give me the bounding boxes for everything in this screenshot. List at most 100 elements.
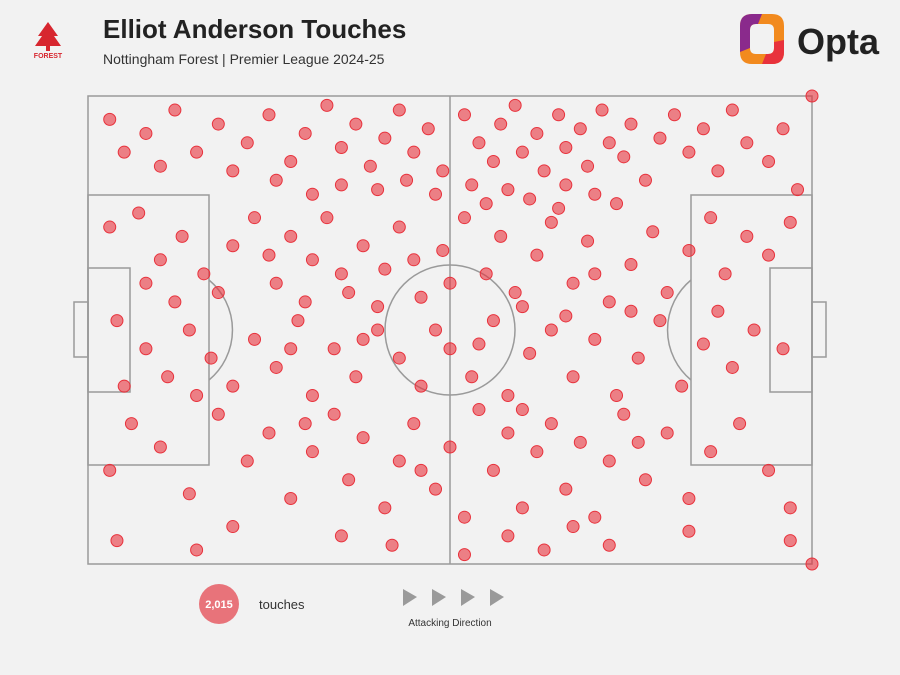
touch <box>327 407 341 421</box>
touch <box>356 239 370 253</box>
touch <box>132 206 146 220</box>
touch <box>298 295 312 309</box>
touch <box>725 360 739 374</box>
touch <box>559 482 573 496</box>
touch <box>515 501 529 515</box>
touch <box>429 187 443 201</box>
touch <box>501 529 515 543</box>
touch <box>472 403 486 417</box>
touch <box>530 126 544 140</box>
touch <box>515 403 529 417</box>
touch <box>356 332 370 346</box>
touch <box>248 332 262 346</box>
touch <box>305 187 319 201</box>
touch <box>392 351 406 365</box>
direction-label: Attacking Direction <box>408 618 491 629</box>
touch <box>544 417 558 431</box>
touch <box>334 140 348 154</box>
touch <box>566 370 580 384</box>
touch <box>602 538 616 552</box>
touch <box>776 122 790 136</box>
direction-arrows <box>403 589 504 606</box>
touch <box>153 159 167 173</box>
touch <box>284 229 298 243</box>
touch <box>110 314 124 328</box>
touch <box>117 379 131 393</box>
touch <box>211 286 225 300</box>
total-caption: touches <box>259 597 305 612</box>
touch <box>791 183 805 197</box>
touch <box>581 159 595 173</box>
touch <box>407 417 421 431</box>
touch <box>284 155 298 169</box>
touch <box>588 187 602 201</box>
touch <box>610 197 624 211</box>
touch <box>429 482 443 496</box>
touch <box>617 407 631 421</box>
touch <box>479 267 493 281</box>
touch <box>486 314 500 328</box>
touch <box>566 276 580 290</box>
touch <box>139 276 153 290</box>
touch <box>588 510 602 524</box>
touch <box>588 332 602 346</box>
club-badge: FOREST <box>34 22 63 60</box>
brand-text: Opta <box>797 21 880 62</box>
touch <box>443 342 457 356</box>
touch <box>226 520 240 534</box>
touch <box>117 145 131 159</box>
touch <box>472 136 486 150</box>
total-label: 2,015 <box>205 599 233 611</box>
touch <box>494 117 508 131</box>
touch <box>421 122 435 136</box>
touch <box>342 286 356 300</box>
touch <box>414 463 428 477</box>
touch <box>103 220 117 234</box>
touch <box>559 140 573 154</box>
touch <box>298 126 312 140</box>
touch <box>334 267 348 281</box>
touch <box>269 360 283 374</box>
touch <box>436 243 450 257</box>
touch <box>211 117 225 131</box>
touch <box>298 417 312 431</box>
touch <box>465 178 479 192</box>
touch <box>363 159 377 173</box>
touch <box>740 136 754 150</box>
touch <box>436 164 450 178</box>
touch <box>248 211 262 225</box>
touch <box>334 178 348 192</box>
touch <box>573 122 587 136</box>
touch <box>544 323 558 337</box>
touch <box>805 557 819 571</box>
touch <box>588 267 602 281</box>
touch <box>305 389 319 403</box>
touch <box>407 145 421 159</box>
touch <box>110 534 124 548</box>
badge-text: FOREST <box>34 53 63 60</box>
touch <box>733 417 747 431</box>
touch <box>320 98 334 112</box>
touch <box>523 192 537 206</box>
touch <box>515 145 529 159</box>
touch <box>776 342 790 356</box>
touch <box>226 379 240 393</box>
touch <box>161 370 175 384</box>
touch <box>515 300 529 314</box>
touch <box>182 487 196 501</box>
touch <box>327 342 341 356</box>
touch <box>443 440 457 454</box>
touch <box>501 426 515 440</box>
touch <box>378 262 392 276</box>
touch <box>175 229 189 243</box>
touch <box>501 183 515 197</box>
touch <box>508 286 522 300</box>
chart-subtitle: Nottingham Forest | Premier League 2024-… <box>103 51 385 67</box>
touch <box>479 197 493 211</box>
touch <box>262 108 276 122</box>
touch <box>638 473 652 487</box>
touch <box>559 178 573 192</box>
touch <box>762 463 776 477</box>
touch <box>356 431 370 445</box>
touch <box>624 304 638 318</box>
